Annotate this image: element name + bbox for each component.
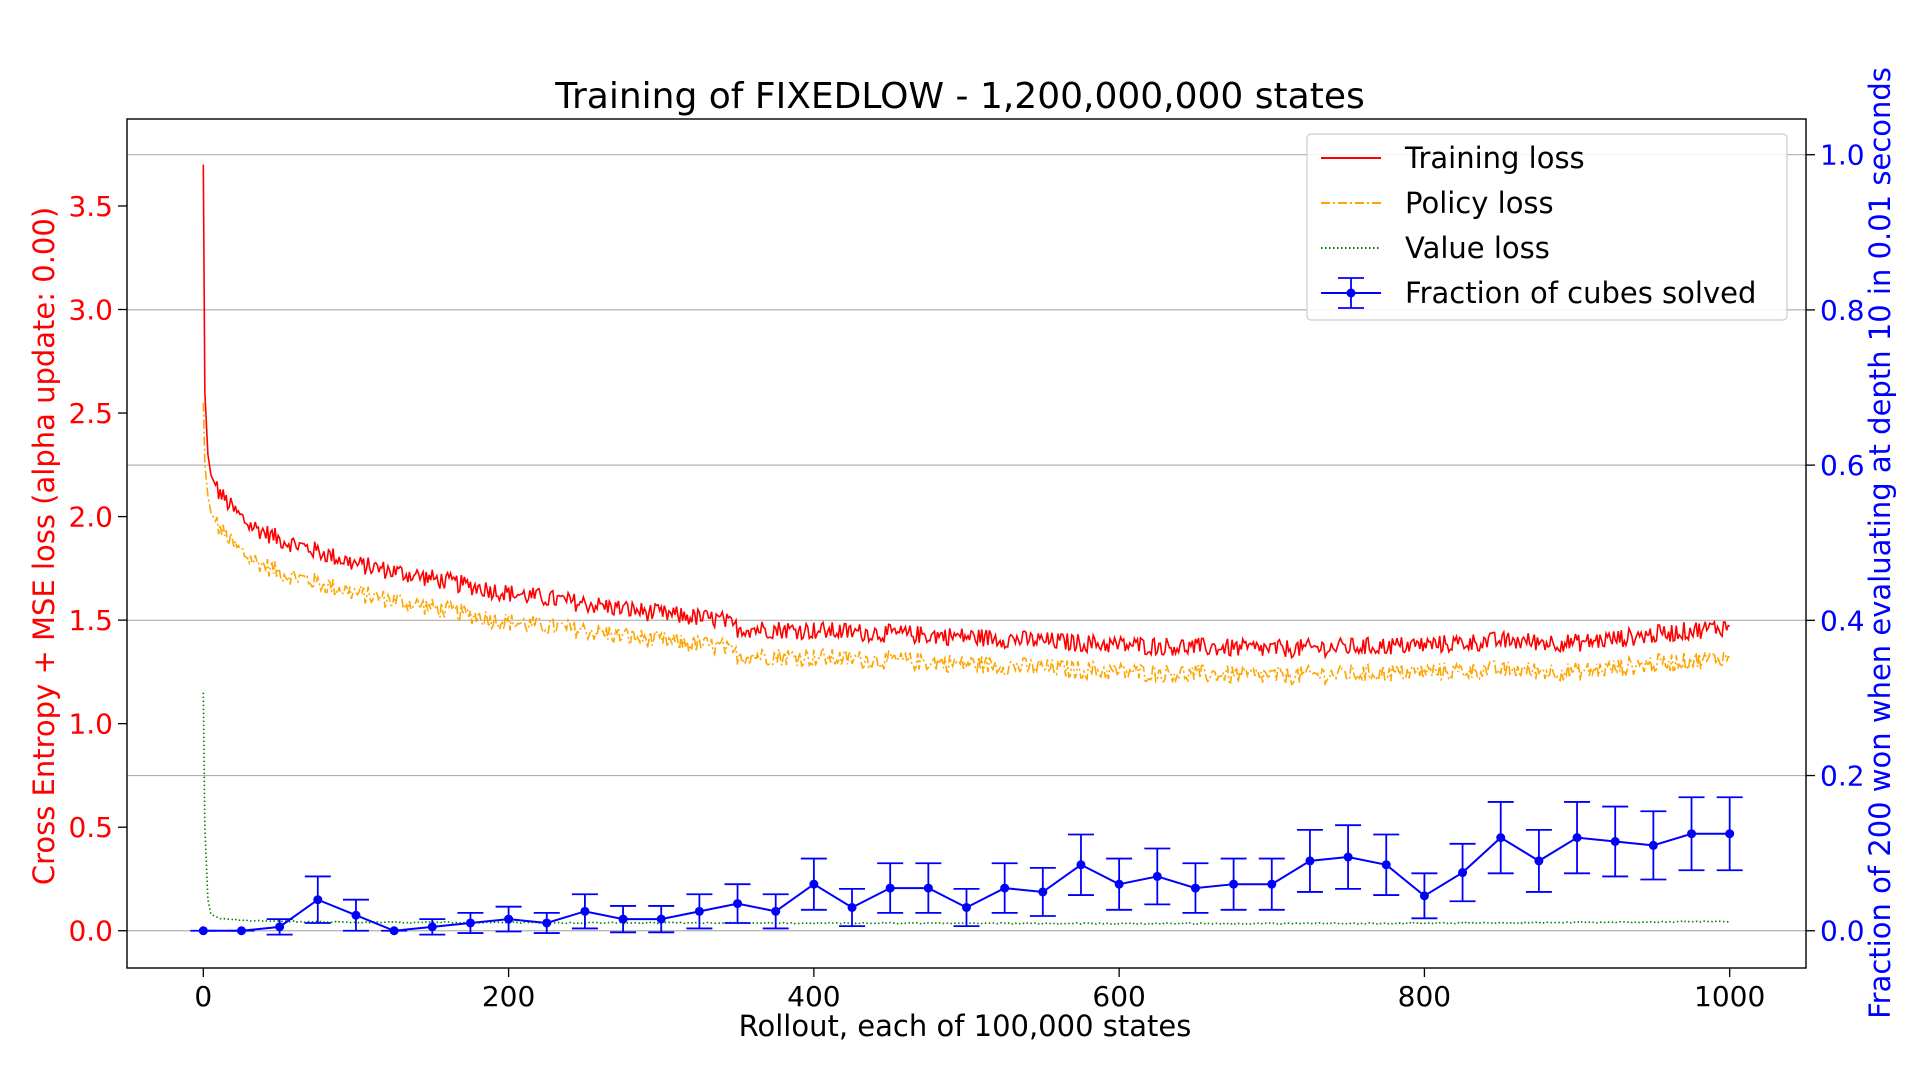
fraction-solved-point — [1725, 829, 1735, 839]
fraction-solved-point — [198, 926, 208, 936]
fraction-solved-point — [504, 914, 514, 924]
fraction-solved-point — [1152, 871, 1162, 881]
x-tick-label: 600 — [1092, 980, 1145, 1013]
grid-lines — [127, 154, 1806, 932]
fraction-solved-point — [771, 906, 781, 916]
fraction-solved-point — [313, 895, 323, 905]
right-y-tick-label: 0.0 — [1820, 915, 1865, 948]
fraction-solved-point — [1114, 879, 1124, 889]
fraction-solved-point — [1305, 856, 1315, 866]
fraction-solved-point — [733, 899, 743, 909]
left-y-axis-label: Cross Entropy + MSE loss (alpha update: … — [27, 207, 61, 885]
legend-fraction-solved-label: Fraction of cubes solved — [1405, 276, 1756, 310]
fraction-solved-point — [1534, 856, 1544, 866]
x-tick-label: 800 — [1398, 980, 1451, 1013]
right-y-tick-label: 0.6 — [1820, 449, 1865, 482]
fraction-solved-point — [351, 910, 361, 920]
fraction-solved-point — [1648, 840, 1658, 850]
fraction-solved-point — [962, 902, 971, 912]
fraction-solved-point — [1038, 887, 1048, 897]
left-y-tick-label: 1.0 — [68, 708, 113, 741]
legend-fraction-solved-marker — [1346, 288, 1356, 298]
fraction-solved-point — [1267, 879, 1277, 889]
chart-title: Training of FIXEDLOW - 1,200,000,000 sta… — [554, 76, 1364, 117]
legend-policy-loss-label: Policy loss — [1405, 186, 1554, 220]
x-axis-label: Rollout, each of 100,000 states — [739, 1009, 1192, 1043]
x-tick-label: 200 — [482, 980, 535, 1013]
fraction-solved-point — [847, 902, 857, 912]
fraction-solved-point — [1229, 879, 1239, 889]
left-y-tick-label: 2.0 — [68, 501, 113, 534]
fraction-solved-point — [465, 918, 475, 928]
legend-training-loss-label: Training loss — [1404, 141, 1585, 175]
right-y-tick-label: 1.0 — [1820, 139, 1865, 172]
fraction-solved-point — [1687, 829, 1697, 839]
fraction-solved-point — [427, 922, 437, 932]
fraction-solved-point — [389, 926, 399, 936]
left-y-tick-label: 3.0 — [68, 294, 113, 327]
fraction-solved-point — [618, 914, 628, 924]
x-tick-label: 0 — [194, 980, 212, 1013]
policy-loss-line — [202, 402, 1730, 687]
fraction-solved-point — [580, 906, 590, 916]
right-y-tick-label: 0.4 — [1820, 604, 1865, 637]
fraction-solved-point — [923, 883, 933, 893]
fraction-solved-point — [656, 914, 666, 924]
fraction-solved-point — [1343, 852, 1353, 862]
legend: Training loss Policy loss Value loss Fracti… — [1306, 133, 1788, 321]
axes: 0.0 0.2 0.4 0.6 0.8 1.0 0.0 0.5 1.0 1.5 2.0 2.5 3.0 3… — [68, 139, 1864, 1013]
fraction-solved-point — [1000, 883, 1010, 893]
fraction-solved-point — [1572, 833, 1582, 843]
right-y-axis-label: Fraction of 200 won when evaluating at d… — [1863, 67, 1897, 1019]
right-y-tick-label: 0.8 — [1820, 294, 1865, 327]
fraction-solved-point — [236, 926, 246, 936]
fraction-solved-point — [1610, 837, 1620, 847]
training-loss-line — [202, 164, 1730, 660]
fraction-solved-point — [275, 922, 285, 932]
fraction-solved-point — [694, 906, 704, 916]
fraction-solved-point — [1458, 868, 1468, 878]
left-y-tick-label: 0.0 — [68, 915, 113, 948]
legend-box — [1306, 133, 1788, 321]
left-y-tick-label: 1.5 — [68, 604, 113, 637]
x-tick-label: 1000 — [1694, 980, 1765, 1013]
fraction-solved-point — [1190, 883, 1200, 893]
fraction-solved-point — [1381, 860, 1391, 870]
plot-series — [190, 164, 1743, 936]
fraction-solved-point — [1419, 891, 1429, 901]
fraction-solved-point — [1076, 860, 1086, 870]
fraction-solved-point — [1496, 833, 1506, 843]
fraction-solved-point — [809, 879, 819, 889]
plot-frame — [126, 118, 1807, 969]
left-y-tick-label: 3.5 — [68, 190, 113, 223]
left-y-tick-label: 2.5 — [68, 397, 113, 430]
right-y-tick-label: 0.2 — [1820, 760, 1865, 793]
left-y-tick-label: 0.5 — [68, 811, 113, 844]
legend-value-loss-label: Value loss — [1405, 231, 1550, 265]
x-tick-label: 400 — [787, 980, 840, 1013]
fraction-solved-point — [542, 918, 552, 928]
fraction-solved-point — [885, 883, 895, 893]
